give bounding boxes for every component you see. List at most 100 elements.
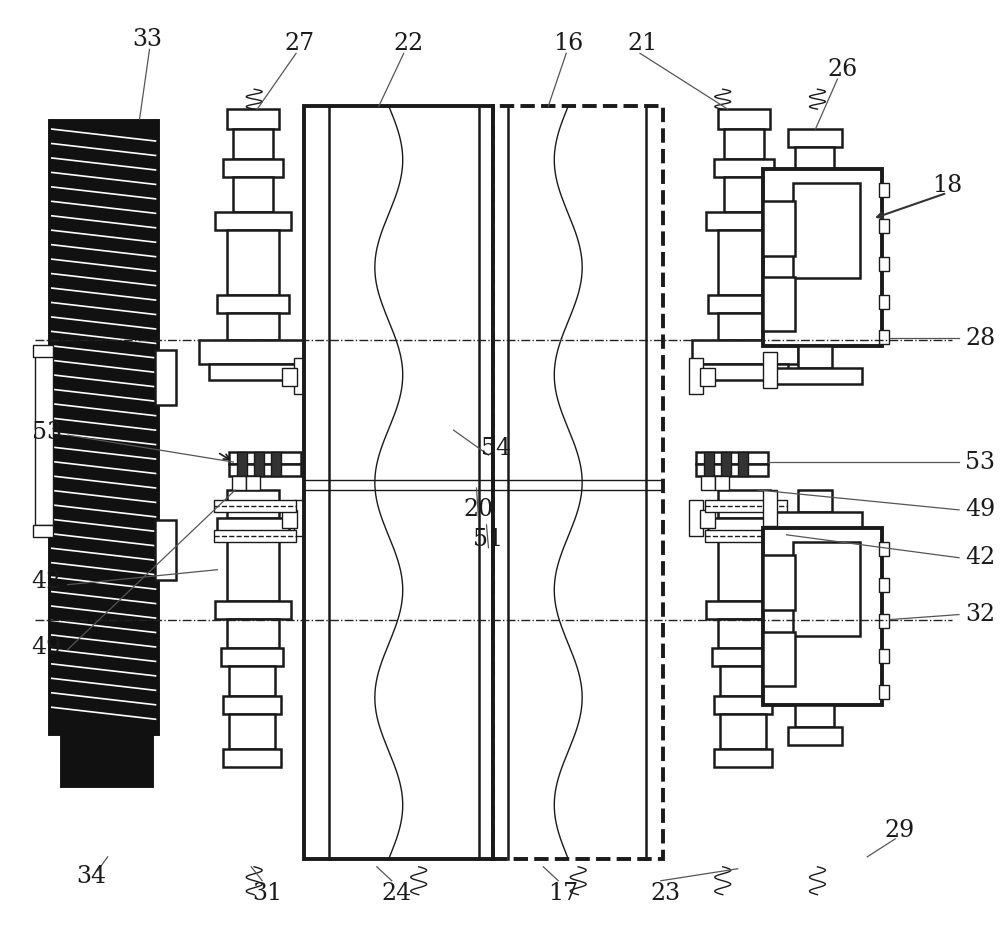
- Bar: [282, 369, 297, 386]
- Bar: [199, 340, 305, 364]
- Text: 22: 22: [394, 32, 424, 55]
- Bar: [879, 331, 889, 344]
- Bar: [227, 490, 279, 518]
- Text: 17: 17: [548, 883, 578, 905]
- Text: 26: 26: [827, 58, 857, 81]
- Bar: [700, 369, 715, 386]
- Bar: [227, 313, 279, 340]
- Bar: [223, 749, 281, 767]
- Bar: [879, 685, 889, 700]
- Bar: [62, 734, 152, 786]
- Bar: [714, 159, 774, 177]
- Bar: [715, 476, 729, 490]
- Bar: [708, 295, 780, 313]
- Bar: [795, 705, 834, 727]
- Bar: [294, 358, 308, 394]
- Bar: [879, 219, 889, 233]
- Text: 18: 18: [932, 174, 962, 197]
- Bar: [718, 109, 770, 129]
- Bar: [718, 229, 770, 295]
- Bar: [700, 510, 715, 528]
- Bar: [696, 452, 768, 464]
- Bar: [696, 464, 768, 476]
- Bar: [689, 500, 703, 536]
- Text: 54: 54: [481, 437, 512, 460]
- Text: 31: 31: [252, 883, 282, 905]
- Text: 20: 20: [463, 499, 494, 521]
- Bar: [33, 525, 53, 537]
- Bar: [215, 211, 291, 229]
- Bar: [704, 452, 714, 476]
- Text: 49: 49: [32, 636, 62, 659]
- Bar: [724, 129, 764, 159]
- Bar: [155, 520, 176, 579]
- Bar: [227, 536, 279, 601]
- Bar: [793, 183, 860, 278]
- Text: 53: 53: [32, 421, 62, 444]
- Bar: [763, 490, 777, 526]
- Bar: [217, 295, 289, 313]
- Text: 49: 49: [965, 499, 995, 521]
- Bar: [720, 666, 766, 697]
- Bar: [223, 697, 281, 714]
- Bar: [35, 356, 53, 525]
- Bar: [879, 183, 889, 197]
- Bar: [718, 313, 770, 340]
- Bar: [714, 749, 772, 767]
- Text: 51: 51: [473, 528, 504, 552]
- Bar: [223, 159, 283, 177]
- Bar: [798, 490, 832, 512]
- Bar: [209, 364, 295, 380]
- Bar: [706, 211, 782, 229]
- Bar: [493, 106, 663, 859]
- Bar: [227, 109, 279, 129]
- Bar: [227, 229, 279, 295]
- Bar: [714, 697, 772, 714]
- Bar: [229, 464, 301, 476]
- Bar: [304, 106, 493, 859]
- Bar: [718, 536, 770, 601]
- Bar: [763, 201, 795, 256]
- Bar: [701, 476, 715, 490]
- Text: 21: 21: [628, 32, 658, 55]
- Bar: [233, 129, 273, 159]
- Bar: [718, 490, 770, 518]
- Bar: [763, 555, 795, 610]
- Bar: [237, 452, 247, 476]
- Bar: [879, 577, 889, 592]
- Text: 33: 33: [133, 27, 163, 51]
- Bar: [724, 177, 764, 211]
- Bar: [879, 257, 889, 270]
- Bar: [712, 648, 774, 666]
- Bar: [788, 727, 842, 745]
- Bar: [705, 530, 787, 542]
- Bar: [798, 346, 832, 369]
- Bar: [689, 358, 703, 394]
- Text: 53: 53: [965, 450, 995, 474]
- Text: 29: 29: [884, 819, 914, 843]
- Bar: [763, 169, 882, 346]
- Bar: [221, 648, 283, 666]
- Text: 42: 42: [32, 570, 62, 593]
- Bar: [294, 500, 308, 536]
- Bar: [708, 518, 780, 536]
- Bar: [763, 528, 882, 705]
- Bar: [254, 452, 264, 476]
- Bar: [705, 500, 787, 512]
- Bar: [33, 345, 53, 357]
- Bar: [214, 500, 296, 512]
- Bar: [217, 518, 289, 536]
- Bar: [879, 613, 889, 628]
- Text: 23: 23: [651, 883, 681, 905]
- Text: 16: 16: [553, 32, 583, 55]
- Bar: [233, 177, 273, 211]
- Bar: [229, 714, 275, 749]
- Bar: [215, 601, 291, 618]
- Bar: [763, 631, 795, 686]
- Text: 34: 34: [77, 866, 107, 888]
- Bar: [720, 714, 766, 749]
- Text: 27: 27: [284, 32, 314, 55]
- Bar: [232, 476, 246, 490]
- Bar: [773, 512, 862, 528]
- Text: 24: 24: [382, 883, 412, 905]
